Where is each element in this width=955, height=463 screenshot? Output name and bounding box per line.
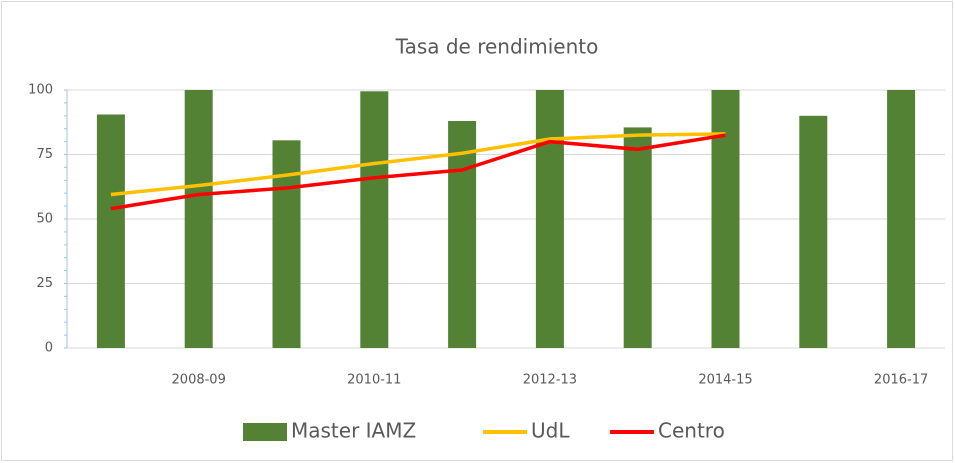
bar <box>272 140 301 348</box>
bar <box>360 91 389 348</box>
bar <box>96 114 125 348</box>
bar <box>448 120 477 349</box>
x-tick-label: 2014-15 <box>698 373 752 388</box>
bar <box>711 90 740 348</box>
chart-title: Tasa de rendimiento <box>395 35 599 59</box>
legend-label: Centro <box>658 419 725 443</box>
y-tick-label: 75 <box>36 147 53 162</box>
bar <box>799 115 828 348</box>
x-tick-label: 2012-13 <box>523 373 577 388</box>
x-tick-label: 2008-09 <box>172 373 226 388</box>
bar <box>184 90 213 348</box>
y-tick-label: 0 <box>45 341 53 356</box>
y-tick-label: 25 <box>36 276 53 291</box>
y-tick-label: 50 <box>36 212 53 227</box>
legend-swatch <box>243 423 287 441</box>
bar <box>623 127 652 348</box>
line <box>110 133 726 211</box>
x-tick-label: 2016-17 <box>874 373 928 388</box>
x-tick-label: 2010-11 <box>347 373 401 388</box>
y-tick-label: 100 <box>28 83 53 98</box>
legend-label: Master IAMZ <box>291 419 416 443</box>
line <box>110 132 726 197</box>
bar <box>887 90 916 348</box>
legend-label: UdL <box>531 419 570 443</box>
bar <box>535 90 564 348</box>
